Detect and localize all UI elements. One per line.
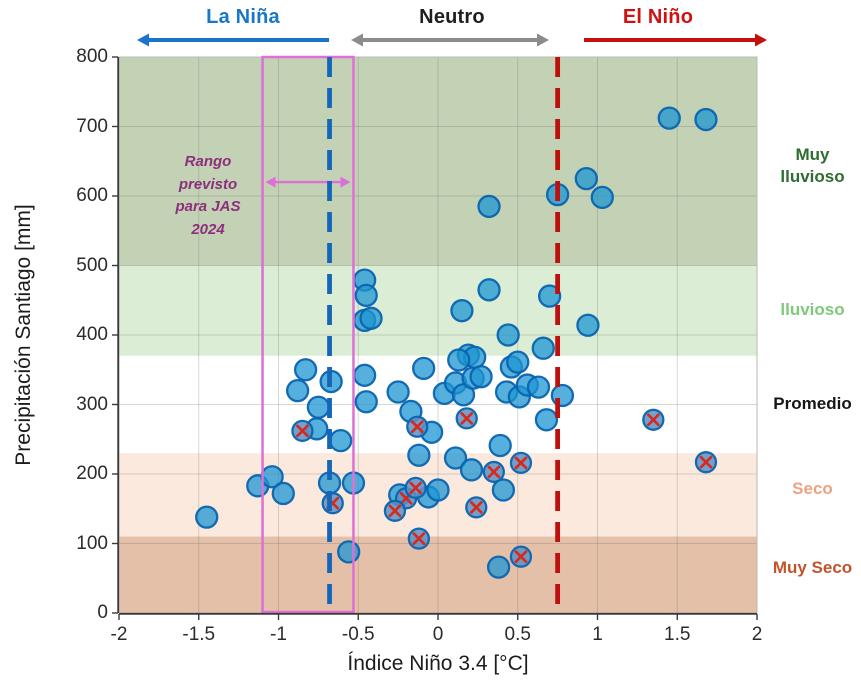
scatter-point — [450, 299, 474, 323]
scatter-point — [459, 458, 484, 482]
scatter-point — [354, 390, 378, 414]
scatter-point — [576, 313, 600, 337]
arrow-head-left-icon — [351, 33, 363, 47]
scatter-point — [496, 323, 520, 347]
y-tick-label: 600 — [76, 185, 108, 206]
scatter-point — [574, 166, 598, 191]
band-label-promedio: Promedio — [773, 393, 852, 413]
scatter-point — [329, 428, 353, 453]
x-mark — [469, 501, 483, 514]
x-tick-label: 1 — [592, 624, 603, 645]
arrow-head-left-icon — [265, 176, 276, 188]
scatter-point — [526, 375, 551, 399]
y-axis-title: Precipitación Santiago [mm] — [12, 204, 35, 466]
scatter-point — [195, 505, 219, 529]
x-mark — [514, 456, 528, 470]
forecast-range-box — [261, 55, 355, 614]
arrow-head-right-icon — [755, 33, 767, 47]
scatter-point — [447, 348, 471, 372]
scatter-point — [293, 358, 318, 382]
x-mark — [412, 532, 426, 545]
scatter-point — [354, 283, 378, 308]
x-mark — [409, 481, 423, 495]
arrow-head-right-icon — [537, 33, 549, 47]
band-lluvioso — [119, 265, 757, 356]
scatter-point — [443, 446, 468, 470]
y-tick-label: 700 — [76, 115, 108, 137]
band-label-seco: Seco — [792, 478, 833, 498]
scatter-point — [407, 443, 431, 467]
band-muy-lluvioso — [119, 57, 757, 266]
x-tick-label: 1.5 — [664, 624, 691, 645]
forecast-range-annotation: Rango previsto para JAS 2024 — [175, 153, 241, 238]
scatter-point — [271, 481, 295, 506]
x-tick-label: 0.5 — [504, 624, 531, 645]
scatter-point — [506, 350, 530, 374]
scatter-point — [531, 336, 555, 360]
scatter-point — [657, 106, 681, 130]
scatter-point — [411, 356, 436, 381]
x-tick-label: -1.5 — [182, 624, 216, 645]
y-tick-label: 100 — [76, 532, 108, 554]
scatter-point — [694, 107, 718, 132]
scatter-point — [550, 383, 575, 408]
scatter-point — [486, 555, 511, 579]
x-mark — [699, 455, 713, 469]
x-mark — [296, 424, 309, 438]
arrow-head-left-icon — [137, 33, 149, 47]
band-label-lluvioso: lluvioso — [780, 299, 845, 319]
scatter-point — [359, 306, 383, 330]
scatter-point — [491, 478, 516, 502]
x-mark — [388, 504, 402, 518]
scatter-point — [285, 378, 310, 403]
y-tick-label: 400 — [76, 324, 108, 345]
scatter-point — [534, 408, 559, 432]
band-label-muy-lluvioso: Muy lluvioso — [780, 144, 845, 186]
scatter-point — [469, 365, 493, 389]
y-tick-label: 800 — [76, 46, 108, 67]
x-mark — [646, 413, 660, 427]
x-mark — [460, 412, 474, 425]
y-tick-label: 500 — [76, 254, 108, 276]
scatter-point — [477, 278, 501, 302]
scatter-point — [488, 433, 512, 458]
arrow-head-right-icon — [340, 176, 351, 188]
region-label-el-nino: El Niño — [622, 6, 694, 28]
x-axis-title: Índice Niño 3.4 [°C] — [347, 652, 529, 675]
scatter-point — [426, 478, 450, 502]
x-tick-label: -1 — [270, 624, 287, 645]
y-tick-label: 0 — [97, 602, 108, 623]
x-mark — [514, 550, 528, 564]
scatter-point — [386, 380, 410, 404]
region-label-la-nina: La Niña — [206, 6, 280, 28]
scatter-point — [306, 395, 331, 419]
x-mark — [487, 465, 501, 479]
band-label-muy-seco: Muy Seco — [772, 557, 853, 577]
y-tick-label: 200 — [76, 463, 108, 484]
y-tick-label: 300 — [76, 393, 108, 415]
x-tick-label: -2 — [110, 624, 128, 645]
x-tick-label: 0 — [432, 624, 444, 645]
scatter-point — [590, 185, 614, 210]
scatter-point — [352, 363, 377, 387]
band-muy-seco — [119, 536, 757, 613]
scatter-point — [477, 194, 501, 219]
scatter-point — [538, 284, 562, 308]
x-tick-label: -0.5 — [341, 624, 375, 645]
scatter-point — [337, 540, 361, 564]
region-label-neutro: Neutro — [419, 6, 485, 28]
x-tick-label: 2 — [751, 624, 763, 645]
x-mark — [410, 420, 424, 434]
